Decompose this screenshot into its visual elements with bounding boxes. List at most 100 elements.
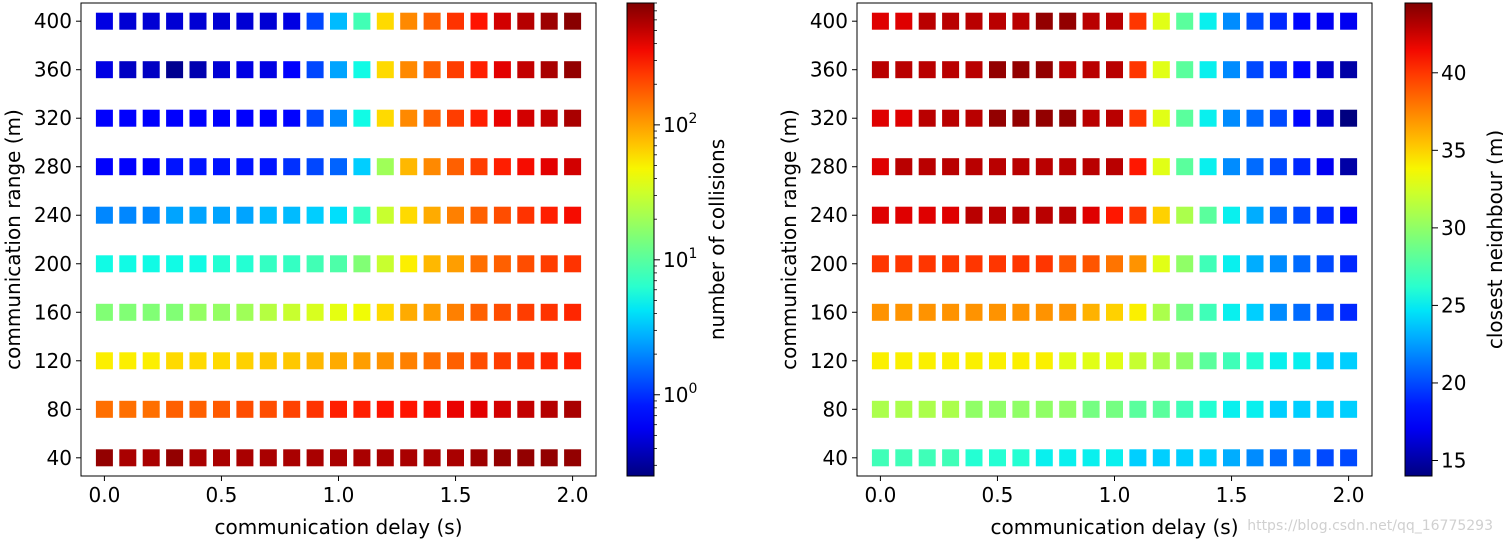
data-cell (1176, 400, 1194, 418)
data-cell (1316, 12, 1334, 30)
data-cell (330, 109, 347, 127)
data-cell (1176, 449, 1194, 467)
data-cell (493, 255, 511, 273)
data-cell (965, 109, 983, 127)
data-cell (259, 449, 277, 467)
data-cell (470, 255, 488, 273)
data-cell (1129, 61, 1147, 79)
data-cell (540, 255, 558, 273)
data-cell (1012, 400, 1030, 418)
data-cell (1176, 109, 1194, 127)
data-cell (189, 352, 207, 370)
data-cell (1316, 352, 1334, 370)
chart-panel-2: 0.0 0.5 1.0 1.5 2.0 40 80 120 160 200 240 280 320 360… (777, 2, 1503, 539)
data-cell (1082, 352, 1100, 370)
data-cell (1129, 400, 1147, 418)
x-tick-label: 0.5 (982, 483, 1014, 507)
data-cell (189, 400, 207, 418)
data-cell (1176, 255, 1194, 273)
data-cell (1246, 206, 1264, 224)
data-cell (306, 400, 324, 418)
data-cell (965, 61, 983, 79)
data-cell (1316, 449, 1334, 467)
data-cell (540, 206, 558, 224)
data-cell (95, 255, 113, 273)
y-tick-label: 280 (810, 155, 848, 179)
data-cell (895, 158, 913, 176)
colorbar (1404, 2, 1433, 477)
data-cell (213, 303, 230, 321)
data-cell (942, 400, 960, 418)
data-cell (236, 303, 254, 321)
data-cell (1246, 255, 1264, 273)
data-cell (330, 352, 347, 370)
data-cell (1129, 206, 1147, 224)
data-cell (353, 352, 371, 370)
data-cell (965, 352, 983, 370)
data-cell (166, 12, 184, 30)
data-cell (517, 109, 535, 127)
data-cell (965, 400, 983, 418)
data-cell (283, 61, 301, 79)
data-cell (1293, 303, 1311, 321)
data-cell (423, 255, 441, 273)
x-tick-label: 0.0 (89, 483, 121, 507)
data-cell (447, 303, 464, 321)
data-cell (259, 61, 277, 79)
data-cell (283, 352, 301, 370)
data-cell (540, 109, 558, 127)
data-cell (400, 303, 418, 321)
data-cell (259, 352, 277, 370)
data-cell (1106, 255, 1123, 273)
data-cell (1269, 158, 1287, 176)
data-cell (540, 449, 558, 467)
data-cell (1129, 158, 1147, 176)
colorbar-tick-label: 15 (1441, 448, 1466, 472)
data-cell (895, 400, 913, 418)
data-cell (1129, 12, 1147, 30)
data-cell (447, 12, 464, 30)
data-cell (1152, 449, 1170, 467)
data-cell (95, 61, 113, 79)
data-cell (283, 12, 301, 30)
data-cell (353, 303, 371, 321)
data-cell (166, 255, 184, 273)
data-cell (1082, 303, 1100, 321)
data-cell (166, 352, 184, 370)
data-cell (423, 158, 441, 176)
data-cell (1012, 12, 1030, 30)
y-tick-label: 40 (823, 446, 848, 470)
y-tick-label: 320 (34, 106, 72, 130)
data-cell (1035, 449, 1053, 467)
data-cell (330, 303, 347, 321)
data-cell (353, 400, 371, 418)
data-cell (1152, 352, 1170, 370)
data-cell (189, 109, 207, 127)
data-cell (1012, 206, 1030, 224)
x-tick-label: 2.0 (557, 483, 589, 507)
data-cell (166, 61, 184, 79)
data-cell (423, 352, 441, 370)
data-cell (564, 449, 582, 467)
data-cell (965, 255, 983, 273)
data-cell (871, 352, 889, 370)
data-cell (942, 206, 960, 224)
data-cell (142, 303, 160, 321)
data-cell (1223, 61, 1240, 79)
data-cell (871, 109, 889, 127)
data-cell (283, 303, 301, 321)
data-cell (470, 12, 488, 30)
data-cell (1223, 400, 1240, 418)
data-cell (1035, 109, 1053, 127)
data-cell (493, 303, 511, 321)
data-cell (965, 206, 983, 224)
data-cell (259, 158, 277, 176)
data-cell (470, 400, 488, 418)
data-cell (989, 12, 1006, 30)
data-cell (1035, 158, 1053, 176)
data-cell (1199, 255, 1217, 273)
data-cell (189, 61, 207, 79)
data-cell (942, 158, 960, 176)
data-cell (965, 12, 983, 30)
y-tick-label: 400 (34, 9, 72, 33)
